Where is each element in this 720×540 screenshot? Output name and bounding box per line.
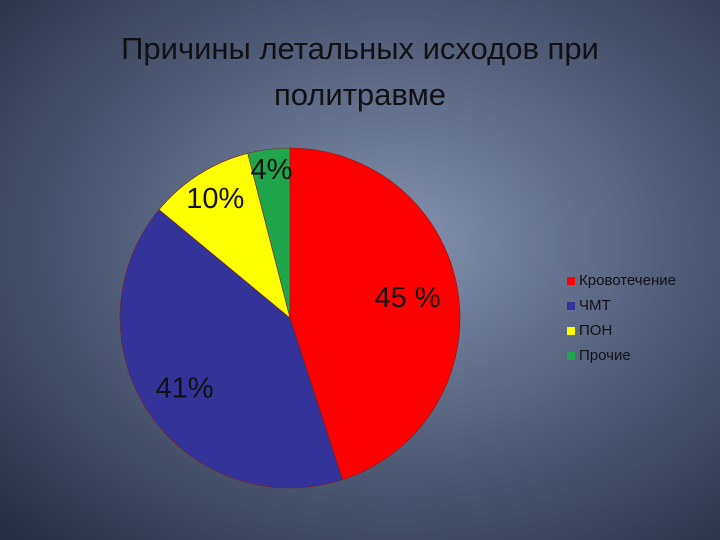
pie-slice — [247, 147, 291, 319]
data-label: 45 % — [374, 282, 440, 314]
legend-swatch — [567, 327, 575, 335]
chart-title: Причины летальных исходов при политравме — [121, 31, 599, 112]
pie-slice — [119, 209, 343, 489]
pie-slice — [158, 152, 291, 319]
legend-swatch — [567, 352, 575, 360]
data-label: 4% — [251, 154, 293, 186]
data-label: 10% — [186, 183, 244, 215]
pie-slice — [289, 147, 461, 481]
legend-label: ПОН — [579, 322, 612, 339]
legend-label: ЧМТ — [579, 297, 611, 314]
legend-swatch — [567, 302, 575, 310]
legend-swatch — [567, 277, 575, 285]
data-label: 41% — [156, 372, 214, 404]
legend-label: Прочие — [579, 347, 631, 364]
legend-label: Кровотечение — [579, 272, 676, 289]
